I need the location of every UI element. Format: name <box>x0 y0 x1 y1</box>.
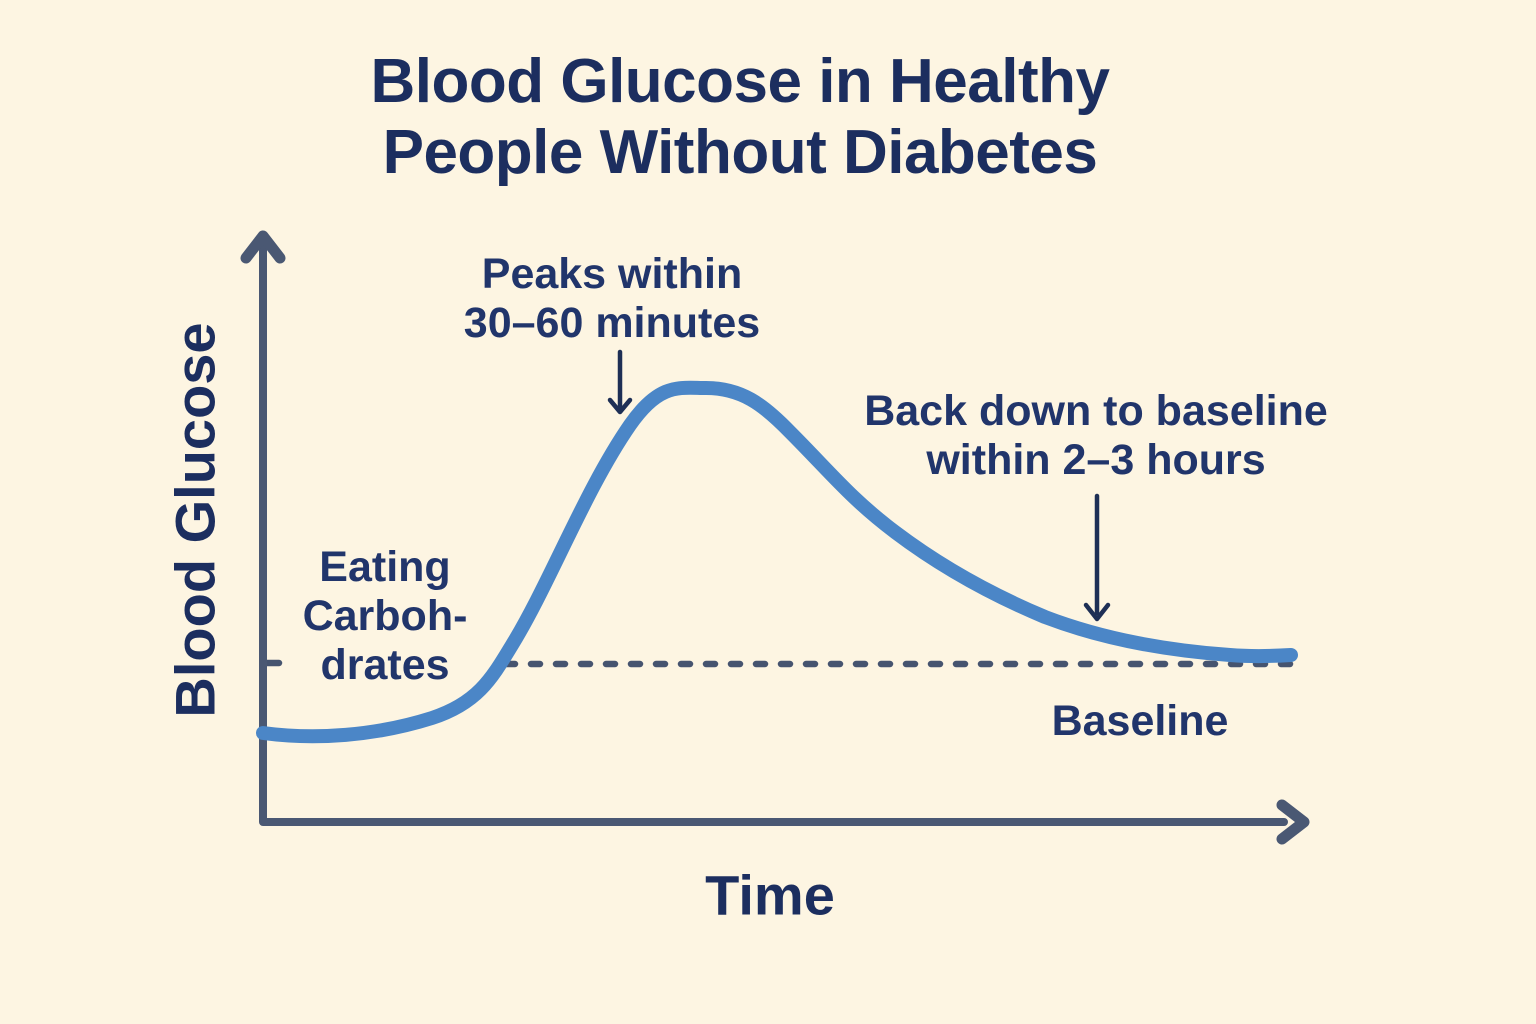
xy-axes <box>259 240 1288 826</box>
chart-title-line-1: Blood Glucose in Healthy <box>370 47 1111 116</box>
y-axis-arrowhead-icon <box>240 230 286 264</box>
return-annotation-line-1: Back down to baseline <box>864 387 1328 435</box>
eating-annotation-line-1: Eating <box>319 543 451 591</box>
chart-title: Blood Glucose in Healthy People Without … <box>0 46 1480 188</box>
peak-annotation: Peaks within 30–60 minutes <box>464 250 760 348</box>
glucose-curve <box>256 380 1298 744</box>
x-axis-label: Time <box>705 863 835 927</box>
return-annotation-line-2: within 2–3 hours <box>926 436 1266 484</box>
peak-annotation-line-1: Peaks within <box>481 250 743 298</box>
peak-annotation-line-2: 30–60 minutes <box>463 299 761 347</box>
baseline-label: Baseline <box>1051 697 1229 745</box>
chart-title-line-2: People Without Diabetes <box>382 118 1098 187</box>
x-axis-arrowhead-icon <box>1276 799 1310 845</box>
eating-annotation-line-3: drates <box>320 641 450 689</box>
eating-annotation-line-2: Carboh- <box>302 592 468 640</box>
y-axis-label: Blood Glucose <box>163 322 227 718</box>
return-annotation: Back down to baseline within 2–3 hours <box>864 387 1328 485</box>
peak-annotation-arrowhead-icon <box>607 397 633 415</box>
eating-carbohydrates-annotation: Eating Carboh- drates <box>303 543 468 690</box>
return-annotation-arrowhead-icon <box>1083 602 1111 622</box>
